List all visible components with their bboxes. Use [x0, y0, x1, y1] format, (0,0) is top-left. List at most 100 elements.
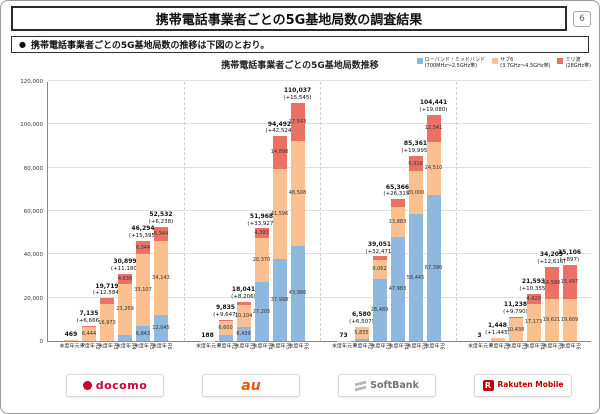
bar-segment-mmwave: 4,393 [254, 228, 269, 238]
gridline [48, 80, 591, 81]
bar-total-label: 35,106 (+897) [557, 249, 582, 264]
x-axis-tick-label: R元年度末 [195, 343, 221, 348]
legend-series-name: ミリ波 [565, 57, 581, 63]
bar-segment-sub6 [490, 337, 505, 341]
stacked-bar: 1,448 (+1,445) R2年度末 [485, 322, 510, 350]
x-axis-tick-label: R4年度末 [115, 343, 136, 350]
docomo-logo-text: docomo [95, 379, 148, 392]
bar-segment-low_mid: 58,445 [407, 214, 424, 341]
stacked-bar: 37,998 41,596 14,898 94,492 (+42,524) R5年度末 [265, 121, 293, 350]
carrier-group-rakuten-mobile: 3 R元年度末 1,448 (+1,445) R2年度末 10,438 11,238 (+9,… [456, 82, 592, 350]
x-axis-tick-label: R4年度末 [523, 343, 545, 350]
rakuten-logo: R Rakuten Mobile [474, 374, 572, 397]
legend-item: ローバンド・ミッドバンド (700MHz〜2.5GHz帯) [416, 57, 485, 70]
gridline [48, 253, 591, 255]
carrier-logos-row: docomo au SoftBank R Rakuten Mobile [47, 374, 591, 397]
bar-total-label: 188 [201, 331, 214, 339]
y-axis-tick-label: 20,000 [23, 295, 43, 302]
bar-total-label: 7,135 (+6,666) [76, 309, 102, 324]
stacked-bar: 5,835 6,580 (+6,507) R2年度末 [349, 311, 374, 350]
carrier-logo-cell: docomo [47, 374, 183, 397]
x-axis-tick-label: R6年度末 [287, 343, 309, 350]
bar-segment-low_mid: 6,843 [136, 326, 150, 341]
gridline [48, 166, 591, 168]
rakuten-logo-icon: R [482, 380, 494, 391]
y-axis-tick-label: 120,000 [20, 79, 43, 85]
bar-total-label: 19,719 (+12,584) [92, 282, 122, 297]
bar-segment-mmwave [390, 199, 405, 207]
bar-segment-mmwave [508, 316, 523, 319]
legend-series-band: (3.7GHz〜4.5GHz帯) [500, 63, 551, 70]
bar-segment-mmwave: 12,541 [425, 114, 442, 142]
bar-total-label: 85,361 (+19,995) [401, 140, 430, 155]
summary-note-text: 携帯電話事業者ごとの5G基地局数の推移は下図のとおり。 [30, 41, 270, 51]
x-axis-tick-label: R2年度末 [351, 343, 373, 350]
bar-total-label: 52,532 (+6,238) [148, 211, 174, 226]
stacked-bar: 12,045 34,143 6,344 52,532 (+6,238) R6年度末 [149, 211, 174, 349]
stacked-bar: 27,205 20,370 4,393 51,968 (+33,927) R4年度末 [247, 213, 275, 350]
bar-total-label: 51,968 (+33,927) [247, 212, 276, 227]
bar-segment-low_mid [354, 339, 369, 341]
bar-total-label: 18,041 (+8,206) [231, 286, 256, 301]
stacked-bar: 6,843 33,107 6,344 46,294 (+15,395) R5年度末 [129, 225, 157, 350]
bar-segment-low_mid: 6,439 [236, 327, 251, 341]
bar-segment-sub6: 10,104 [235, 305, 252, 328]
bar-segment-mmwave: 14,898 [271, 136, 288, 169]
slide-header: 携帯電話事業者ごとの5G基地局数の調査結果 6 [11, 6, 591, 31]
softbank-logo-text: SoftBank [370, 380, 419, 391]
stacked-bar: 10,438 11,238 (+9,790) R3年度末 [503, 301, 528, 350]
x-axis-tick-label: R元年度末 [467, 343, 493, 348]
chart-legend: ローバンド・ミッドバンド (700MHz〜2.5GHz帯) サブ6 (3.7GHz〜4… [416, 57, 591, 70]
page-title-box: 携帯電話事業者ごとの5G基地局数の調査結果 [11, 6, 567, 31]
x-axis-tick-label: R3年度末 [505, 343, 527, 350]
bar-segment-sub6: 19,609 [561, 298, 578, 341]
x-axis-tick-label: R2年度末 [487, 343, 509, 350]
softbank-logo-icon [355, 380, 367, 391]
bar-segment-mmwave [236, 301, 251, 306]
x-axis-tick-label: R3年度末 [369, 343, 391, 350]
bar-total-label: 65,366 (+26,315) [383, 183, 412, 198]
x-axis-tick-label: R元年度末 [331, 343, 357, 348]
stacked-bar: 16,973 19,719 (+12,584) R3年度末 [93, 283, 121, 350]
bar-segment-mmwave [372, 256, 387, 260]
x-axis-tick-label: R6年度末 [559, 343, 581, 350]
bar-total-label: 46,294 (+15,395) [128, 224, 158, 239]
bar-segment-sub6 [64, 340, 78, 341]
bar-segment-low_mid: 12,045 [152, 314, 170, 341]
bar-segment-sub6: 23,269 [116, 284, 134, 335]
bar-segment-sub6: 16,973 [98, 304, 116, 341]
y-axis-tick-label: 80,000 [23, 165, 43, 172]
carrier-group-softbank: 73 R元年度末 5,835 6,580 (+6,507) R2年度末 28,489 9,06… [320, 82, 456, 350]
carrier-logo-cell: SoftBank [319, 374, 455, 397]
legend-item: ミリ波 (28GHz帯) [557, 57, 591, 70]
bar-segment-mmwave: 4,636 [118, 274, 132, 285]
au-logo: au [202, 374, 300, 397]
docomo-logo-icon [82, 381, 92, 390]
bar-segment-sub6: 20,370 [253, 237, 270, 283]
carrier-logo-cell: R Rakuten Mobile [455, 374, 591, 397]
x-axis-tick-label: R4年度末 [387, 343, 409, 350]
bar-segment-sub6: 24,510 [425, 141, 442, 195]
stacked-bar: 3 R元年度末 [467, 332, 493, 348]
page-number: 6 [579, 13, 585, 24]
stacked-bar: 73 R元年度末 [331, 332, 357, 348]
bar-segment-sub6: 33,107 [134, 254, 152, 327]
stacked-bar: 19,609 15,497 35,106 (+897) R6年度末 [558, 249, 581, 349]
summary-note-box: ● 携帯電話事業者ごとの5G基地局数の推移は下図のとおり。 [11, 36, 589, 53]
page-title: 携帯電話事業者ごとの5G基地局数の調査結果 [155, 13, 423, 28]
bar-total-label: 21,593 (+10,355) [519, 278, 548, 293]
x-axis-tick-label: R5年度末 [133, 343, 154, 350]
bar-segment-low_mid: 37,998 [271, 258, 288, 341]
x-axis-tick-label: R4年度末 [251, 343, 273, 350]
bar-segment-sub6: 17,173 [525, 303, 542, 341]
bar-segment-mmwave: 4,420 [526, 294, 541, 304]
chart-plot: 469 R元年度末 6,444 7,135 (+6,666) R2年度末 16,973 19,… [47, 80, 592, 350]
carrier-group-docomo: 469 R元年度末 6,444 7,135 (+6,666) R2年度末 16,973 19,… [48, 82, 184, 350]
softbank-logo: SoftBank [338, 374, 436, 397]
bar-total-label: 11,238 (+9,790) [503, 300, 528, 315]
legend-swatch-icon [492, 58, 499, 64]
rakuten-logo-text: Rakuten Mobile [497, 380, 564, 390]
x-axis-tick-label: R5年度末 [269, 343, 291, 350]
bar-segment-sub6: 6,600 [218, 320, 233, 336]
